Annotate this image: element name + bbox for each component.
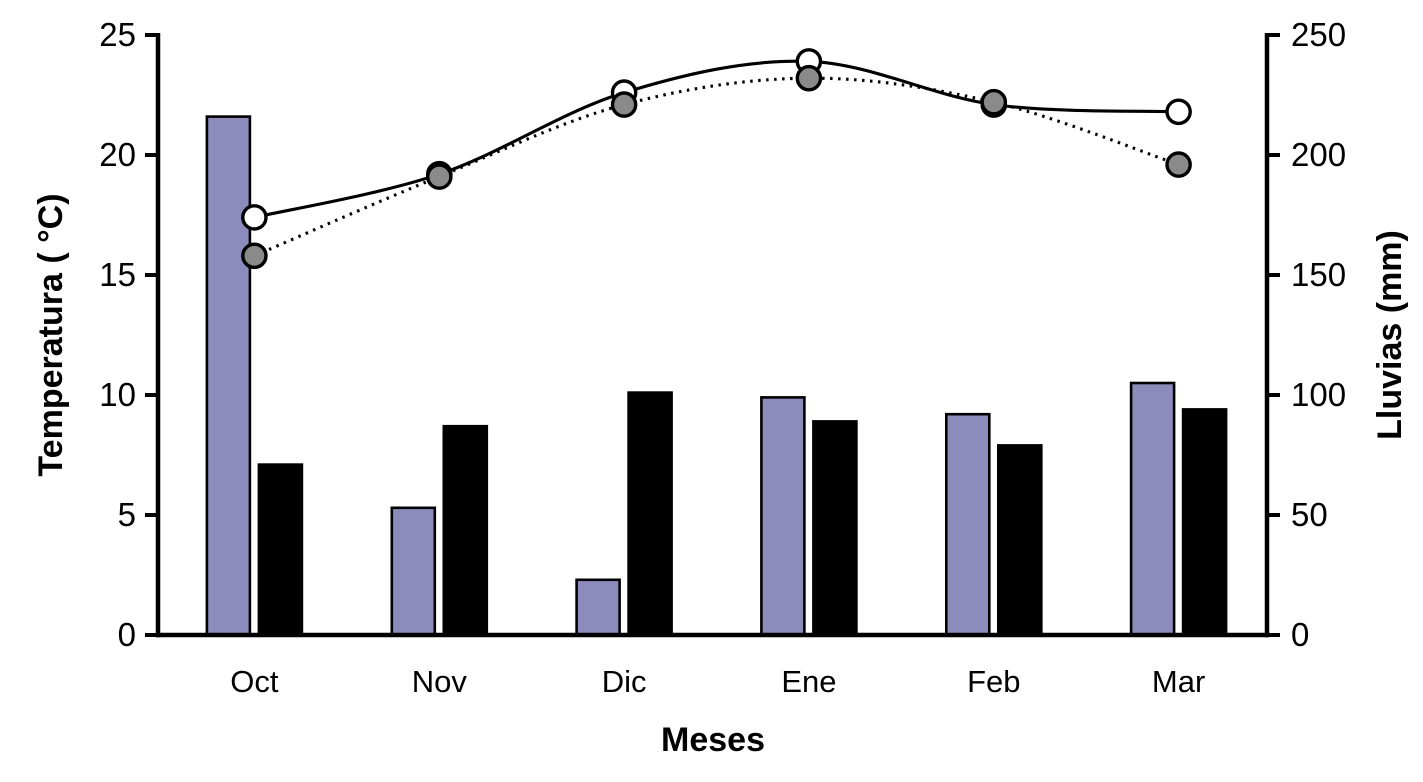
left-axis-tick-label: 10: [99, 376, 136, 413]
gray-circle-marker: [1165, 151, 1192, 178]
category-label: Ene: [781, 664, 836, 699]
right-axis-tick-label: 200: [1291, 136, 1346, 173]
solid-temperature-line: [254, 59, 1179, 219]
dotted-temperature-line: [253, 76, 1180, 258]
right-axis-title: Lluvias (mm): [1371, 230, 1409, 440]
category-label: Oct: [230, 664, 279, 699]
category-label: Mar: [1152, 664, 1205, 699]
purple-bar: [760, 396, 806, 637]
white-circle-marker: [241, 204, 268, 231]
gray-circle-marker: [241, 242, 268, 270]
left-axis-tick-label: 20: [99, 136, 136, 173]
black-bar: [442, 424, 489, 637]
black-bar: [627, 391, 673, 637]
gray-circle-marker: [425, 163, 453, 190]
category-label: Dic: [602, 664, 647, 699]
left-axis-tick-label: 25: [99, 16, 136, 53]
black-bar: [812, 420, 858, 637]
black-bar: [257, 463, 304, 637]
black-bar: [1181, 408, 1228, 637]
purple-bar: [944, 412, 991, 637]
right-axis-tick-label: 50: [1291, 496, 1328, 533]
gray-circle-marker: [795, 64, 823, 92]
right-axis-tick-label: 150: [1291, 256, 1346, 293]
purple-bar: [1129, 381, 1176, 637]
right-axis-tick-label: 0: [1291, 616, 1309, 653]
purple-bar: [575, 578, 621, 637]
category-label: Nov: [412, 664, 468, 699]
category-label: Feb: [967, 664, 1020, 699]
gray-circle-marker: [610, 91, 638, 118]
x-axis-title: Meses: [661, 721, 765, 759]
left-axis-title: Temperatura ( °C): [32, 193, 70, 476]
right-axis-tick-label: 100: [1291, 376, 1346, 413]
left-axis-tick-label: 0: [118, 616, 136, 653]
purple-bar: [205, 115, 252, 637]
left-axis-tick-label: 15: [99, 256, 136, 293]
gray-circle-marker: [980, 88, 1008, 116]
black-bar: [996, 444, 1043, 637]
left-axis-tick-label: 5: [118, 496, 136, 533]
white-circle-marker: [1165, 98, 1192, 126]
right-axis-tick-label: 250: [1291, 16, 1346, 53]
purple-bar: [390, 506, 437, 637]
